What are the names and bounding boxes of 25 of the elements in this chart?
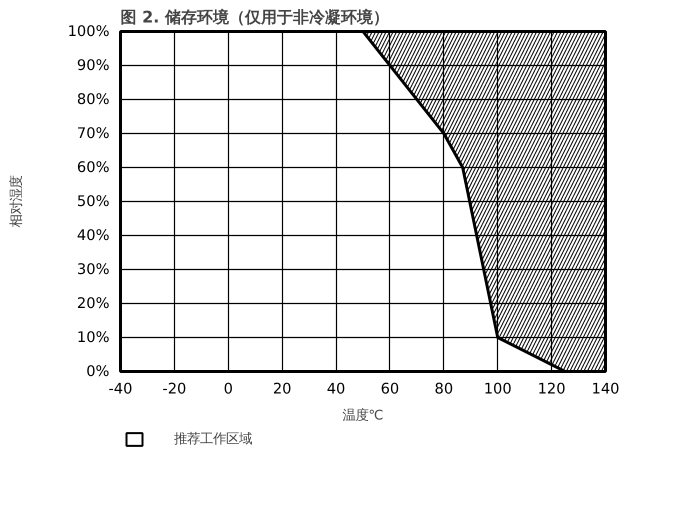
y-tick-label: 50%: [76, 193, 110, 210]
y-tick-label: 100%: [68, 23, 110, 40]
chart-title: 图 2. 储存环境（仅用于非冷凝环境）: [120, 8, 389, 26]
y-axis-title: 相对湿度: [8, 176, 25, 228]
y-tick-label: 20%: [76, 295, 110, 312]
x-tick-label: -40: [108, 380, 132, 398]
y-tick-label: 0%: [86, 363, 110, 380]
x-tick-label: 140: [592, 380, 620, 398]
x-tick-label: 0: [224, 380, 233, 398]
x-tick-label: 120: [538, 380, 566, 398]
x-tick-label: 40: [326, 380, 346, 398]
x-tick-label: 20: [272, 380, 292, 398]
x-tick-label: 80: [434, 380, 454, 398]
y-tick-label: 90%: [76, 57, 110, 74]
x-axis-title: 温度℃: [342, 408, 384, 424]
y-tick-label: 10%: [76, 329, 110, 346]
y-tick-label: 40%: [76, 227, 110, 244]
y-tick-label: 70%: [76, 125, 110, 142]
legend-label: 推荐工作区域: [174, 430, 252, 448]
y-tick-label: 80%: [76, 91, 110, 108]
x-tick-label: -20: [162, 380, 186, 398]
x-tick-label: 100: [484, 380, 512, 398]
x-tick-label: 60: [380, 380, 400, 398]
y-tick-label: 60%: [76, 159, 110, 176]
y-tick-label: 30%: [76, 261, 110, 278]
